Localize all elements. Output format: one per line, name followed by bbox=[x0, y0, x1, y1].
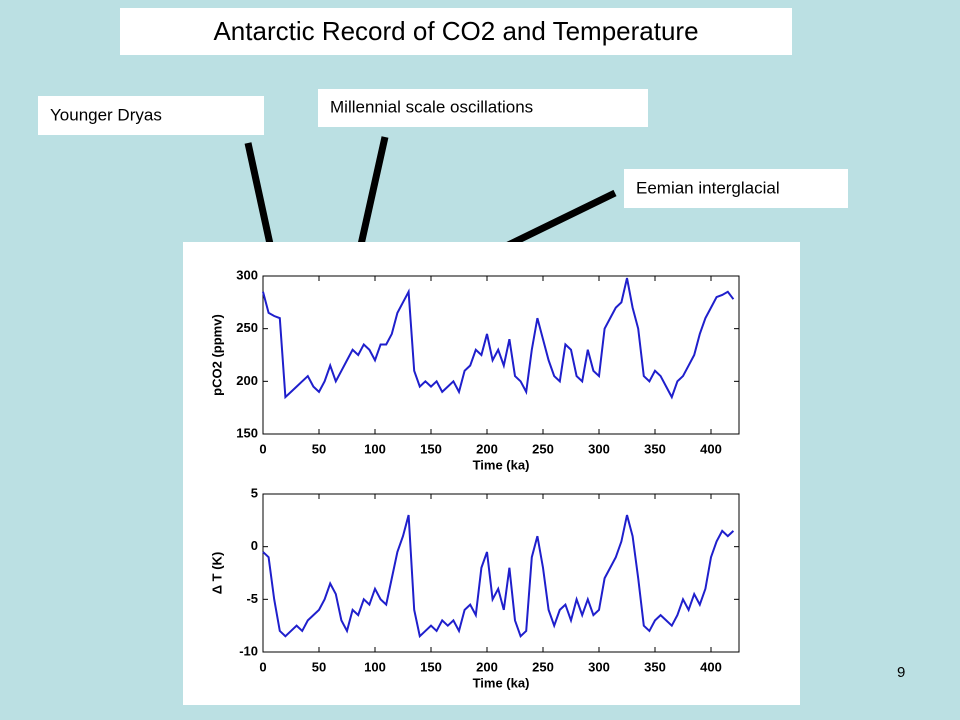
annotation: Millennial scale oscillations bbox=[330, 97, 533, 116]
x-tick-label: 250 bbox=[532, 659, 554, 674]
x-tick-label: 150 bbox=[420, 659, 442, 674]
x-axis-label: Time (ka) bbox=[473, 457, 530, 472]
y-tick-label: 300 bbox=[236, 267, 258, 282]
y-axis-label: pCO2 (ppmv) bbox=[209, 314, 224, 396]
x-tick-label: 50 bbox=[312, 441, 326, 456]
y-tick-label: 0 bbox=[251, 538, 258, 553]
x-tick-label: 200 bbox=[476, 441, 498, 456]
x-tick-label: 200 bbox=[476, 659, 498, 674]
y-tick-label: 200 bbox=[236, 373, 258, 388]
plot-frame bbox=[262, 275, 740, 435]
annotation-box bbox=[318, 89, 648, 127]
x-tick-label: 400 bbox=[700, 659, 722, 674]
x-tick-label: 0 bbox=[259, 441, 266, 456]
x-tick-label: 300 bbox=[588, 441, 610, 456]
y-axis-label: Δ T (K) bbox=[209, 552, 224, 595]
y-tick-label: -10 bbox=[239, 643, 258, 658]
x-tick-label: 150 bbox=[420, 441, 442, 456]
x-tick-label: 100 bbox=[364, 441, 386, 456]
figure-panel bbox=[183, 242, 800, 705]
axes-group: 0 50 100 150 200 250 300 350 400150200250300Time… bbox=[209, 267, 740, 690]
data-line bbox=[262, 277, 735, 400]
annotation-box bbox=[38, 96, 264, 135]
annotation: Eemian interglacial bbox=[636, 178, 780, 197]
y-tick-label: 250 bbox=[236, 320, 258, 335]
x-tick-label: 100 bbox=[364, 659, 386, 674]
x-tick-label: 400 bbox=[700, 441, 722, 456]
annotation: Younger Dryas bbox=[50, 105, 162, 124]
y-tick-label: 150 bbox=[236, 425, 258, 440]
page-number: 9 bbox=[897, 664, 905, 681]
y-tick-label: -5 bbox=[246, 591, 258, 606]
x-axis-label: Time (ka) bbox=[473, 675, 530, 690]
slide-title: Antarctic Record of CO2 and Temperature bbox=[213, 16, 698, 46]
data-line bbox=[262, 514, 735, 639]
x-tick-label: 350 bbox=[644, 659, 666, 674]
x-tick-label: 300 bbox=[588, 659, 610, 674]
x-tick-label: 0 bbox=[259, 659, 266, 674]
title-box bbox=[120, 8, 792, 55]
x-tick-label: 350 bbox=[644, 441, 666, 456]
x-tick-label: 250 bbox=[532, 441, 554, 456]
annotation-box bbox=[624, 169, 848, 208]
x-tick-label: 50 bbox=[312, 659, 326, 674]
plot-frame bbox=[262, 493, 740, 653]
y-tick-label: 5 bbox=[251, 485, 258, 500]
